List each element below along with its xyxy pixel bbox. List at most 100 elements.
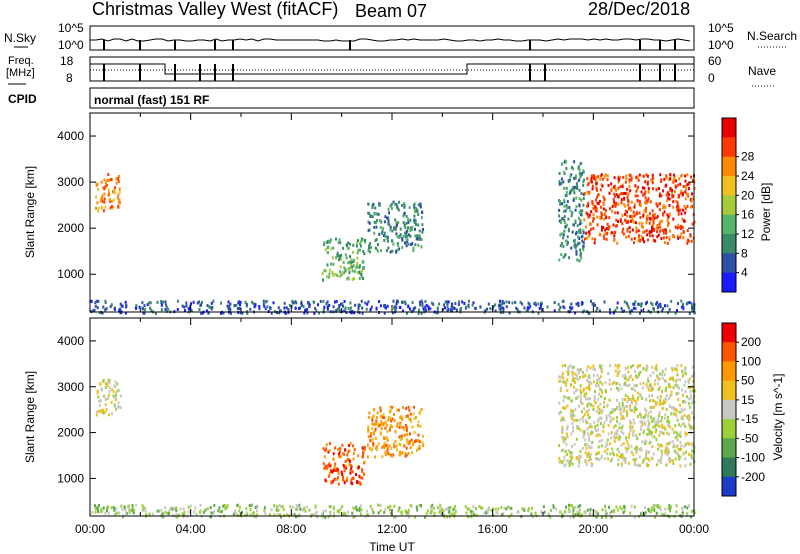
echo-cell <box>641 422 644 426</box>
echo-cell <box>362 250 365 254</box>
echo-cell <box>687 193 689 196</box>
colorbar-tick-label: 12 <box>741 227 755 241</box>
cpid-value: normal (fast) 151 RF <box>94 93 209 107</box>
echo-cell <box>638 432 641 436</box>
echo-cell <box>674 424 677 428</box>
echo-cell <box>599 177 602 181</box>
echo-cell <box>263 304 266 308</box>
echo-cell <box>631 364 634 368</box>
echo-cell <box>229 302 232 306</box>
echo-cell <box>408 408 411 412</box>
echo-cell <box>412 412 415 416</box>
echo-cell <box>644 511 647 515</box>
echo-cell <box>586 379 589 383</box>
echo-cell <box>664 512 667 516</box>
echo-cell <box>307 301 309 305</box>
echo-cell <box>664 413 667 417</box>
echo-cell <box>684 390 687 393</box>
echo-cell <box>631 228 634 232</box>
echo-cell <box>538 306 541 310</box>
echo-cell <box>691 365 694 369</box>
echo-cell <box>603 197 606 201</box>
echo-cell <box>553 309 556 313</box>
echo-cell <box>318 311 321 315</box>
xtick-label: 08:00 <box>276 522 306 536</box>
echo-cell <box>440 512 443 516</box>
echo-cell <box>395 250 398 254</box>
colorbar-tick-label: 4 <box>741 266 748 280</box>
echo-cell <box>669 507 671 511</box>
echo-cell <box>636 194 639 198</box>
echo-cell <box>387 207 390 211</box>
echo-cell <box>603 300 606 304</box>
echo-cell <box>656 423 659 426</box>
echo-cell <box>634 184 637 188</box>
echo-cell <box>210 511 213 515</box>
echo-cell <box>624 457 627 461</box>
echo-cell <box>417 424 420 428</box>
echo-cell <box>566 370 569 374</box>
echo-cell <box>348 462 351 466</box>
echo-cell <box>641 440 644 444</box>
echo-cell <box>675 392 678 396</box>
echo-cell <box>640 190 643 194</box>
freq-trace <box>90 63 694 81</box>
echo-cell <box>612 223 615 227</box>
echo-cell <box>690 205 692 209</box>
echo-cell <box>645 209 648 213</box>
echo-cell <box>686 183 689 186</box>
echo-cell <box>693 511 696 515</box>
echo-cell <box>379 503 382 507</box>
echo-cell <box>386 304 389 308</box>
echo-cell <box>596 207 598 211</box>
echo-cell <box>598 458 601 462</box>
colorbar-swatch <box>722 137 736 158</box>
echo-cell <box>406 234 409 238</box>
echo-cell <box>660 178 663 182</box>
echo-cell <box>652 221 655 225</box>
echo-cell <box>654 403 657 407</box>
echo-cell <box>176 308 179 311</box>
echo-cell <box>571 366 574 370</box>
echo-cell <box>453 306 456 310</box>
echo-cell <box>641 511 644 515</box>
echo-cell <box>383 305 386 309</box>
echo-cell <box>560 449 563 452</box>
echo-cell <box>635 402 638 406</box>
echo-cell <box>626 195 629 199</box>
power-colorbar-label: Power [dB] <box>759 183 773 242</box>
echo-cell <box>603 421 606 425</box>
echo-cell <box>623 309 626 313</box>
echo-cell <box>358 277 361 280</box>
echo-cell <box>409 229 412 232</box>
echo-cell <box>409 418 412 422</box>
echo-cell <box>337 476 340 480</box>
echo-cell <box>623 203 626 206</box>
echo-cell <box>626 412 629 416</box>
echo-cell <box>418 440 421 444</box>
echo-cell <box>566 378 569 382</box>
echo-cell <box>370 305 373 309</box>
echo-cell <box>632 220 635 224</box>
echo-cell <box>629 428 632 432</box>
echo-cell <box>510 512 513 516</box>
echo-cell <box>283 301 286 305</box>
echo-cell <box>199 509 202 513</box>
echo-cell <box>388 211 390 215</box>
echo-cell <box>540 303 542 307</box>
echo-cell <box>567 367 570 371</box>
echo-cell <box>445 507 448 511</box>
echo-cell <box>575 437 578 441</box>
echo-cell <box>651 398 654 402</box>
echo-cell <box>667 423 670 427</box>
echo-cell <box>640 415 643 419</box>
echo-cell <box>584 237 586 241</box>
echo-cell <box>651 445 654 449</box>
echo-cell <box>626 447 629 451</box>
echo-cell <box>665 231 667 235</box>
echo-cell <box>413 202 416 206</box>
echo-cell <box>336 307 339 311</box>
echo-cell <box>595 181 598 185</box>
echo-cell <box>664 389 667 393</box>
echo-cell <box>334 462 337 466</box>
